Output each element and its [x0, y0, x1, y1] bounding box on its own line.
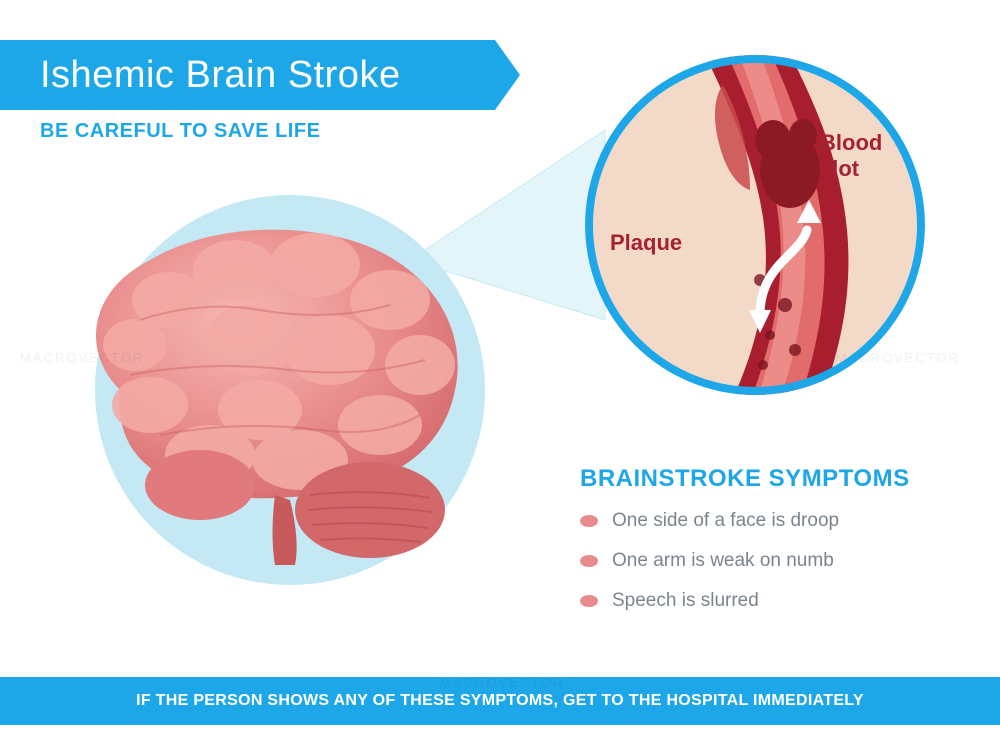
footer-text: IF THE PERSON SHOWS ANY OF THESE SYMPTOM…	[136, 692, 864, 710]
brain-illustration	[60, 210, 480, 570]
bullet-icon	[580, 555, 598, 567]
vessel-svg	[585, 55, 925, 395]
symptom-text: Speech is slurred	[612, 590, 759, 612]
footer-banner: IF THE PERSON SHOWS ANY OF THESE SYMPTOM…	[0, 677, 1000, 725]
subtitle: BE CAREFUL TO SAVE LIFE	[40, 120, 320, 143]
symptom-item: Speech is slurred	[580, 590, 839, 612]
title-banner: Ishemic Brain Stroke	[0, 40, 520, 110]
symptom-text: One side of a face is droop	[612, 510, 839, 532]
bullet-icon	[580, 515, 598, 527]
label-plaque: Plaque	[610, 230, 682, 256]
symptoms-heading: BRAINSTROKE SYMPTOMS	[580, 465, 910, 493]
bullet-icon	[580, 595, 598, 607]
symptom-item: One arm is weak on numb	[580, 550, 839, 572]
page-title: Ishemic Brain Stroke	[40, 54, 401, 97]
symptom-text: One arm is weak on numb	[612, 550, 834, 572]
vessel-detail-circle: Plaque Blood clot	[585, 55, 925, 395]
symptom-item: One side of a face is droop	[580, 510, 839, 532]
symptom-list: One side of a face is droop One arm is w…	[580, 510, 839, 630]
label-blood-clot: Blood clot	[820, 130, 925, 182]
